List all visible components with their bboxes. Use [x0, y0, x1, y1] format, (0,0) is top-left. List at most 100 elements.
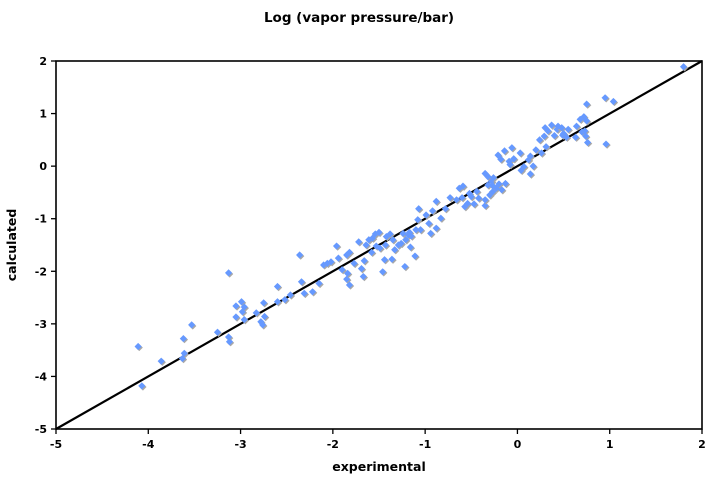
- data-point-marker: [452, 196, 461, 204]
- data-point-marker: [237, 298, 246, 306]
- data-point-marker: [571, 133, 580, 141]
- data-point-marker: [422, 211, 430, 219]
- data-point-marker: [458, 194, 466, 202]
- y-tick-label: 1: [39, 108, 47, 121]
- data-point-marker: [281, 296, 289, 304]
- data-point-marker: [510, 155, 518, 163]
- data-point-marker: [416, 226, 425, 234]
- data-point-marker: [376, 244, 384, 252]
- data-point-marker: [572, 122, 581, 130]
- data-point-marker: [259, 321, 267, 329]
- data-point-marker: [240, 303, 248, 311]
- data-point-marker: [470, 200, 478, 208]
- x-tick-label: 0: [514, 438, 522, 451]
- data-point-marker: [372, 242, 380, 250]
- data-point-marker: [541, 124, 549, 132]
- identity-line: [55, 60, 703, 430]
- data-point-marker: [407, 232, 415, 240]
- data-point-marker: [542, 143, 550, 151]
- data-point-marker: [446, 194, 454, 202]
- data-point-marker: [609, 97, 618, 106]
- data-point-marker: [564, 125, 572, 133]
- data-point-marker: [540, 132, 548, 140]
- data-point-marker: [260, 312, 269, 321]
- data-point-marker: [412, 226, 420, 234]
- y-tick-label: -3: [35, 318, 47, 331]
- y-tick-label: -4: [35, 370, 48, 383]
- y-tick-label: -1: [35, 213, 47, 226]
- y-ticks: -5 -4 -3 -2 -1 0 1 2: [35, 55, 56, 436]
- data-point-marker: [428, 207, 437, 215]
- data-point-marker: [296, 251, 304, 259]
- data-points: [134, 63, 689, 391]
- data-point-marker: [481, 201, 489, 210]
- data-point-marker: [391, 246, 399, 254]
- data-point-marker: [224, 269, 233, 277]
- data-point-marker: [427, 229, 435, 238]
- x-tick-label: 1: [606, 438, 614, 451]
- data-point-marker: [252, 309, 260, 317]
- data-point-marker: [327, 258, 335, 266]
- data-point-marker: [602, 140, 610, 148]
- data-point-marker: [526, 170, 534, 178]
- data-point-marker: [501, 179, 510, 188]
- data-point-marker: [535, 136, 544, 144]
- data-point-marker: [544, 127, 552, 135]
- data-point-marker: [679, 63, 688, 71]
- data-point-marker: [601, 94, 609, 102]
- data-point-marker: [484, 173, 492, 181]
- data-point-marker: [500, 147, 509, 155]
- data-point-marker: [508, 144, 516, 152]
- x-axis-label: experimental: [332, 459, 426, 474]
- data-point-marker: [345, 281, 354, 289]
- data-point-marker: [550, 132, 558, 140]
- data-point-marker: [368, 248, 376, 256]
- data-point-marker: [368, 234, 377, 242]
- data-point-marker: [308, 288, 317, 296]
- data-point-marker: [178, 354, 187, 363]
- data-point-marker: [583, 117, 591, 125]
- data-point-marker: [475, 194, 483, 202]
- data-point-marker: [138, 382, 146, 390]
- data-point-marker: [315, 279, 323, 287]
- data-point-marker: [498, 186, 506, 194]
- data-point-marker: [389, 236, 397, 244]
- y-tick-label: 0: [39, 160, 47, 173]
- x-tick-label: -1: [419, 438, 431, 451]
- x-ticks: -5 -4 -3 -2 -1 0 1 2: [50, 429, 706, 451]
- data-point-marker: [516, 149, 524, 157]
- data-point-marker: [257, 318, 265, 326]
- data-point-marker: [238, 308, 247, 316]
- data-point-marker: [297, 278, 306, 286]
- data-point-marker: [414, 216, 422, 224]
- data-point-marker: [488, 181, 497, 190]
- data-point-marker: [406, 243, 414, 251]
- data-point-marker: [473, 187, 481, 195]
- data-point-marker: [381, 241, 390, 249]
- data-point-marker: [379, 268, 387, 276]
- data-point-marker: [179, 334, 187, 343]
- data-point-marker: [359, 272, 367, 281]
- data-point-marker: [300, 289, 308, 297]
- data-point-marker: [386, 230, 394, 238]
- data-point-marker: [487, 177, 496, 185]
- data-point-marker: [467, 193, 475, 201]
- y-axis-label: calculated: [4, 209, 19, 282]
- data-point-marker: [562, 133, 570, 141]
- data-point-marker: [492, 184, 500, 192]
- data-point-marker: [532, 146, 540, 154]
- data-point-marker: [411, 252, 419, 260]
- data-point-marker: [360, 257, 368, 265]
- data-point-marker: [344, 269, 352, 277]
- data-point-marker: [320, 261, 328, 269]
- data-point-marker: [581, 127, 589, 135]
- data-point-marker: [134, 342, 142, 351]
- data-point-marker: [350, 259, 358, 267]
- x-tick-label: -5: [50, 438, 62, 451]
- data-point-marker: [232, 302, 240, 310]
- data-point-marker: [388, 255, 396, 263]
- data-point-marker: [332, 242, 341, 250]
- data-point-marker: [459, 182, 467, 190]
